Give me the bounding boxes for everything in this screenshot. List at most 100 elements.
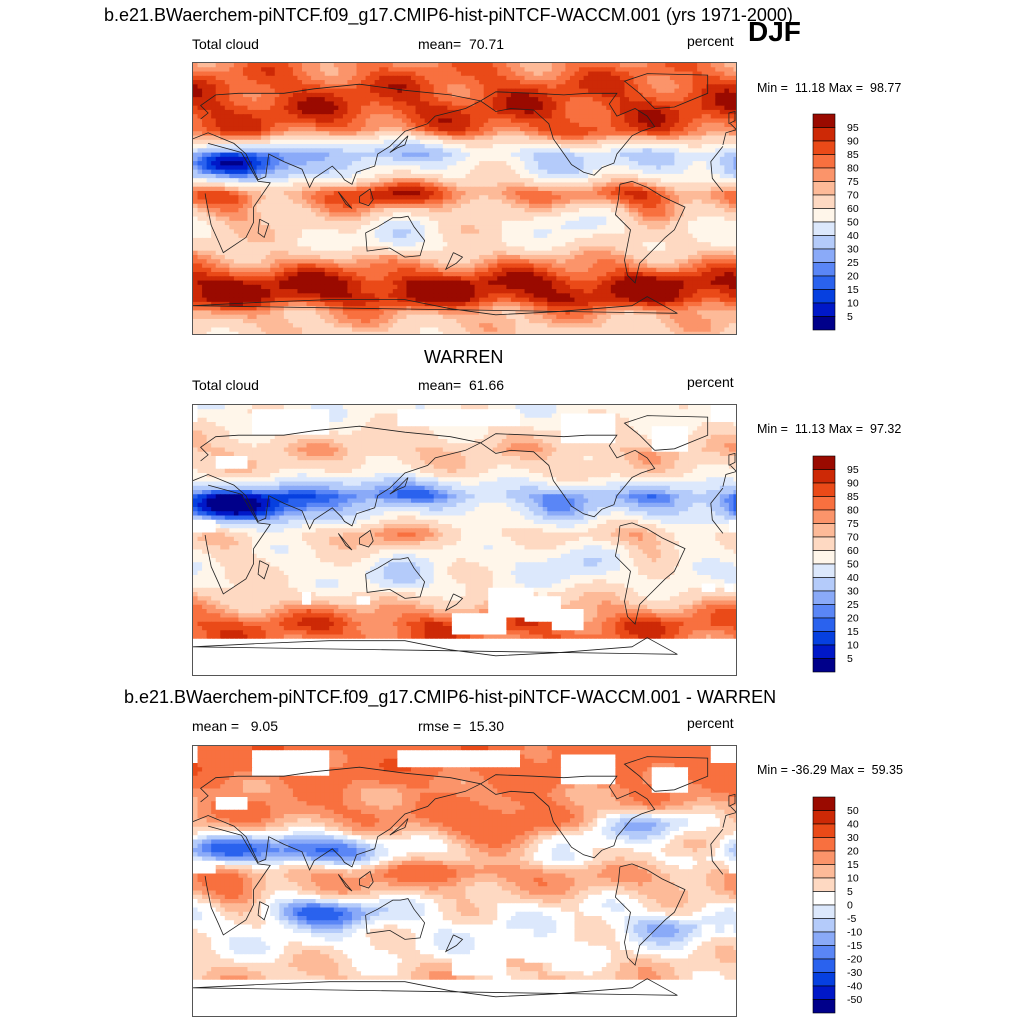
field-cell [292, 199, 299, 205]
field-cell [624, 105, 630, 111]
field-cell [302, 88, 308, 94]
field-cell [515, 71, 521, 77]
field-cell [392, 212, 398, 218]
field-cell [669, 144, 676, 149]
field-cell [733, 75, 736, 81]
field-cell [710, 63, 716, 68]
field-cell [501, 92, 507, 98]
field-cell [311, 80, 317, 85]
field-cell [697, 105, 703, 111]
field-cell [424, 156, 430, 162]
field-cell [247, 84, 253, 90]
field-cell [447, 80, 453, 85]
field-cell [229, 92, 235, 98]
field-cell [256, 156, 262, 162]
field-cell [615, 186, 621, 192]
field-cell [610, 84, 616, 90]
field-cell [715, 126, 721, 132]
field-cell [342, 118, 349, 124]
field-cell [588, 152, 594, 158]
field-cell [351, 199, 358, 205]
field-cell [456, 126, 462, 132]
field-cell [274, 203, 280, 209]
field-cell [542, 148, 548, 154]
field-cell [365, 233, 371, 239]
field-cell [724, 156, 730, 162]
field-cell [688, 114, 694, 120]
field-cell [424, 131, 430, 137]
field-cell [406, 178, 412, 184]
field-cell [610, 63, 616, 68]
field-cell [447, 199, 453, 205]
field-cell [579, 122, 585, 128]
field-cell [601, 165, 607, 171]
field-cell [638, 63, 644, 68]
field-cell [574, 208, 580, 213]
field-cell [302, 229, 308, 235]
field-cell [728, 220, 735, 226]
field-cell [520, 173, 526, 179]
field-cell [238, 156, 244, 162]
field-cell [279, 186, 285, 192]
field-cell [701, 126, 707, 132]
field-cell [697, 169, 703, 175]
field-cell [302, 63, 308, 68]
field-cell [242, 139, 249, 145]
field-cell [365, 212, 371, 218]
field-cell [683, 203, 689, 209]
field-cell [470, 126, 476, 132]
field-cell [306, 88, 312, 94]
field-cell [333, 126, 339, 132]
field-cell [647, 97, 653, 102]
field-cell [606, 139, 612, 145]
field-cell [342, 139, 349, 145]
field-cell [615, 122, 621, 128]
field-cell [442, 148, 448, 154]
field-cell [506, 169, 512, 175]
field-cell [601, 101, 607, 107]
field-cell [401, 135, 408, 141]
field-cell [638, 161, 644, 166]
field-cell [447, 88, 453, 94]
field-cell [556, 225, 562, 230]
field-cell [719, 118, 725, 124]
field-cell [306, 71, 312, 77]
field-cell [660, 233, 666, 239]
field-cell [347, 182, 353, 188]
field-cell [583, 216, 589, 222]
field-cell [306, 101, 312, 107]
field-cell [311, 131, 317, 137]
model-cloud-map [192, 62, 737, 335]
field-cell [733, 152, 736, 158]
field-cell [520, 165, 526, 171]
field-cell [215, 63, 221, 68]
field-cell [274, 144, 280, 149]
field-cell [688, 173, 694, 179]
field-cell [706, 225, 712, 230]
field-cell [547, 67, 553, 73]
field-cell [492, 233, 498, 239]
field-cell [483, 216, 489, 222]
field-cell [642, 220, 648, 226]
field-cell [320, 109, 326, 115]
field-cell [501, 225, 507, 230]
field-cell [406, 75, 412, 81]
field-cell [633, 178, 639, 184]
field-cell [688, 97, 694, 102]
field-cell [397, 135, 403, 141]
field-cell [674, 212, 680, 218]
field-cell [560, 71, 567, 77]
field-cell [474, 118, 480, 124]
field-cell [206, 139, 212, 145]
field-cell [379, 182, 385, 188]
field-cell [529, 208, 535, 213]
field-cell [370, 169, 376, 175]
field-cell [647, 105, 653, 111]
field-cell [497, 135, 503, 141]
field-cell [324, 195, 330, 201]
field-cell [279, 152, 285, 158]
field-cell [601, 126, 607, 132]
field-cell [715, 92, 721, 98]
field-cell [306, 182, 312, 188]
field-cell [315, 156, 321, 162]
